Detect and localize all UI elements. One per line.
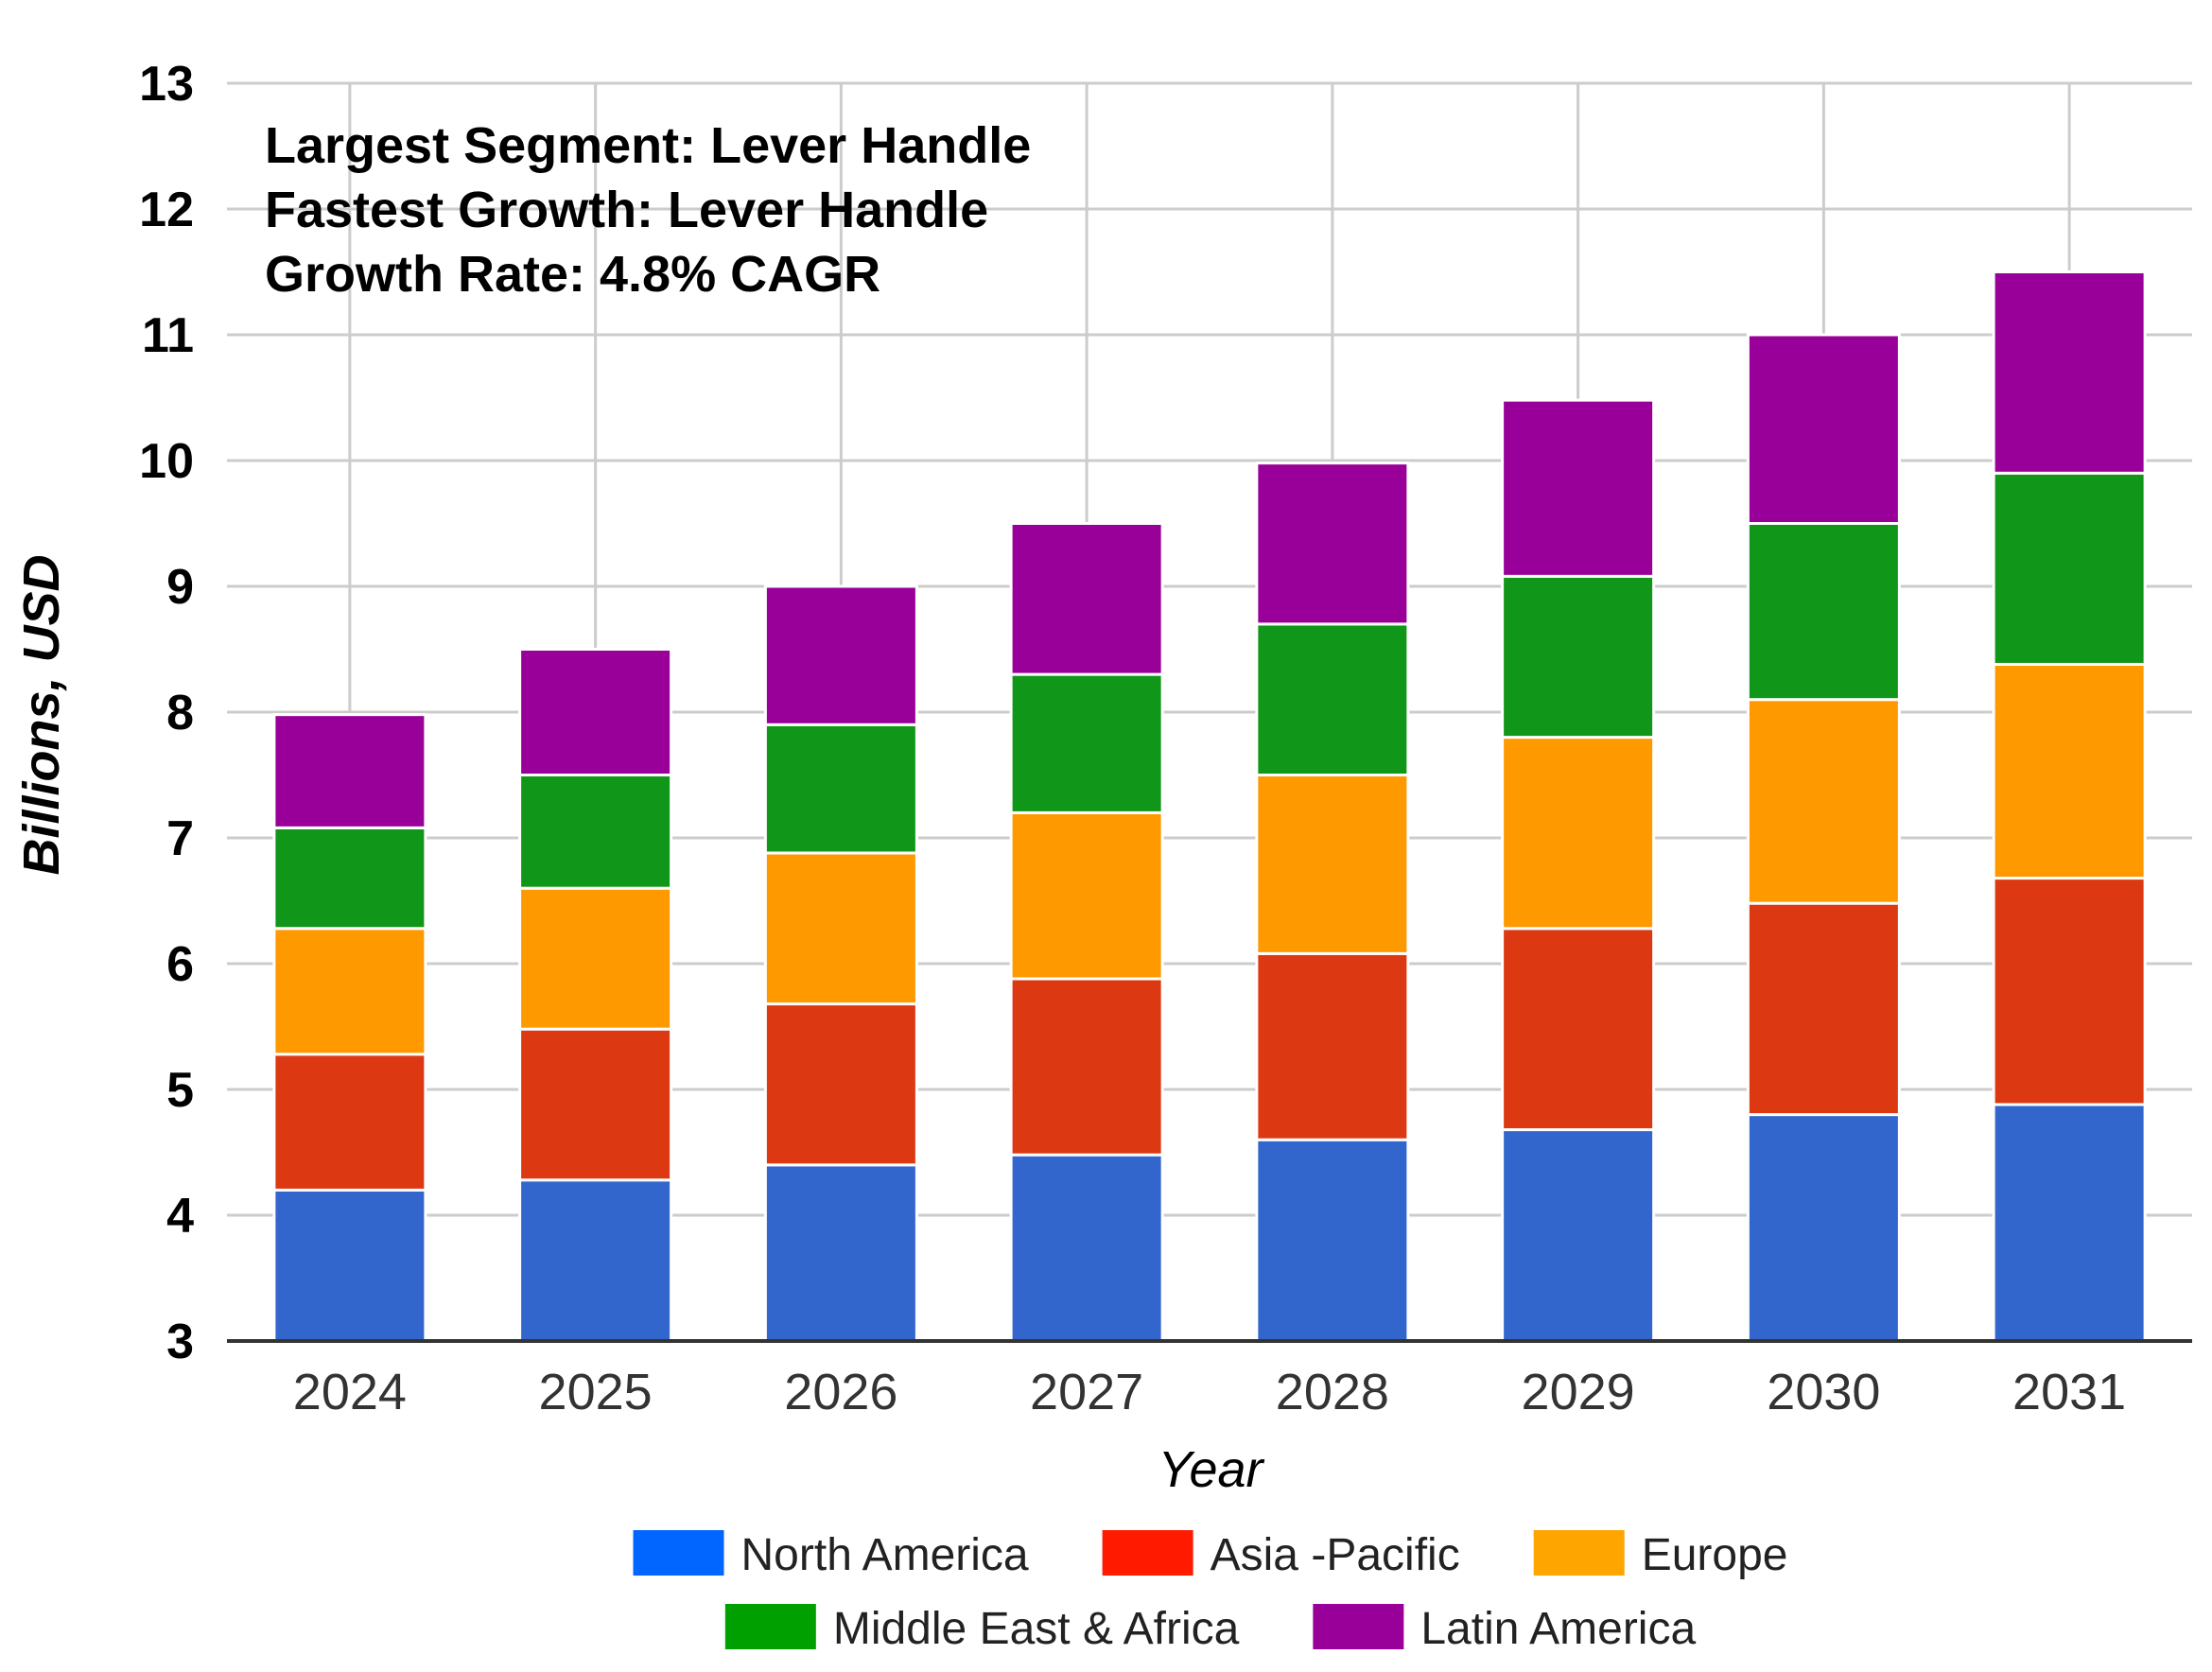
- y-tick-label: 10: [139, 434, 194, 489]
- x-tick-label: 2027: [1030, 1364, 1143, 1420]
- bar-segment: [272, 713, 427, 829]
- bar-segment: [518, 1027, 673, 1182]
- bar-segment: [1992, 1103, 2147, 1343]
- y-tick-label: 4: [166, 1189, 194, 1244]
- bar-segment: [1255, 622, 1410, 777]
- y-tick-label: 7: [166, 811, 194, 866]
- bar-segment: [1992, 662, 2147, 880]
- bar-segment: [1501, 927, 1656, 1132]
- legend: North America Asia -Pacific Europe Middle E…: [633, 1530, 1788, 1654]
- bar-segment: [1992, 471, 2147, 666]
- y-tick-label: 12: [139, 183, 194, 237]
- y-tick-label: 6: [166, 937, 194, 992]
- legend-label: Latin America: [1420, 1604, 1696, 1654]
- bar-segment: [518, 648, 673, 776]
- annotation-growth-rate: Growth Rate: 4.8% CAGR: [265, 246, 880, 303]
- bar-segment: [1009, 522, 1164, 676]
- legend-swatch: [1313, 1604, 1404, 1649]
- bar-segment: [1501, 1128, 1656, 1343]
- legend-label: Europe: [1642, 1530, 1788, 1580]
- bar-segment: [1255, 951, 1410, 1141]
- bar-segment: [763, 851, 918, 1006]
- bar-segment: [1501, 398, 1656, 578]
- bar-segment: [1009, 1153, 1164, 1343]
- bar-segment: [518, 1178, 673, 1343]
- legend-swatch: [1533, 1530, 1625, 1576]
- bar-segment: [1746, 522, 1901, 702]
- x-axis-title: Year: [1158, 1441, 1264, 1498]
- x-tick-label: 2024: [293, 1364, 407, 1420]
- bar-segment: [1009, 810, 1164, 981]
- bar-segment: [1255, 1138, 1410, 1343]
- annotation-largest-segment: Largest Segment: Lever Handle: [265, 117, 1031, 174]
- x-tick-label: 2028: [1276, 1364, 1389, 1420]
- legend-swatch: [1102, 1530, 1193, 1576]
- bar-segment: [272, 826, 427, 931]
- bar-segment: [1746, 333, 1901, 525]
- legend-swatch: [724, 1604, 816, 1649]
- bar-segment: [1992, 270, 2147, 475]
- y-axis-ticks: 3 4 5 6 7 8 9 10 11 12 13: [139, 57, 194, 1369]
- bar-segment: [1501, 574, 1656, 740]
- x-tick-label: 2029: [1522, 1364, 1635, 1420]
- bars: [272, 270, 2147, 1343]
- y-tick-label: 5: [166, 1063, 194, 1118]
- legend-swatch: [633, 1530, 724, 1576]
- bar-segment: [763, 584, 918, 726]
- bar-segment: [1992, 877, 2147, 1106]
- bar-segment: [272, 927, 427, 1056]
- bar-segment: [1746, 1113, 1901, 1343]
- bar-segment: [1746, 698, 1901, 905]
- x-tick-label: 2031: [2012, 1364, 2126, 1420]
- y-tick-label: 8: [166, 686, 194, 740]
- bar-segment: [272, 1188, 427, 1343]
- bar-segment: [763, 1002, 918, 1167]
- bar-segment: [518, 774, 673, 890]
- bar-segment: [1501, 736, 1656, 931]
- legend-label: Asia -Pacific: [1211, 1530, 1460, 1580]
- bar-segment: [1746, 901, 1901, 1117]
- bar-segment: [1009, 672, 1164, 814]
- bar-segment: [272, 1053, 427, 1192]
- y-tick-label: 9: [166, 560, 194, 615]
- x-tick-label: 2026: [784, 1364, 897, 1420]
- bar-segment: [1255, 462, 1410, 626]
- x-tick-label: 2025: [539, 1364, 653, 1420]
- annotation-box: Largest Segment: Lever Handle Fastest Gr…: [265, 117, 1031, 303]
- x-tick-label: 2030: [1767, 1364, 1880, 1420]
- annotation-fastest-growth: Fastest Growth: Lever Handle: [265, 182, 988, 238]
- bar-segment: [518, 886, 673, 1031]
- y-tick-label: 11: [142, 308, 194, 363]
- legend-label: Middle East & Africa: [833, 1604, 1240, 1654]
- y-tick-label: 13: [139, 57, 194, 112]
- bar-segment: [763, 723, 918, 855]
- bar-segment: [763, 1163, 918, 1343]
- bar-segment: [1255, 774, 1410, 955]
- bar-segment: [1009, 977, 1164, 1157]
- x-axis-ticks: 2024 2025 2026 2027 2028 2029 2030 2031: [293, 1364, 2126, 1420]
- y-tick-label: 3: [166, 1315, 194, 1369]
- legend-label: North America: [741, 1530, 1029, 1580]
- y-axis-title: Billions, USD: [13, 554, 70, 875]
